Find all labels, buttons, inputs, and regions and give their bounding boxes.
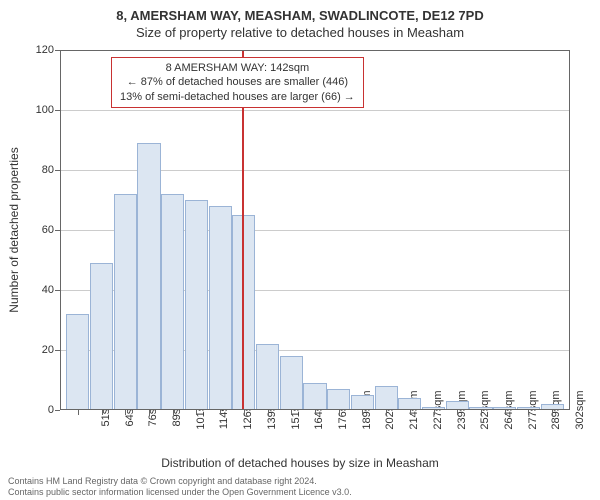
y-tick-label: 80	[42, 164, 60, 176]
y-tick-label: 60	[42, 224, 60, 236]
y-tick-label: 40	[42, 284, 60, 296]
y-tick-label: 120	[36, 44, 60, 56]
chart-border	[60, 50, 570, 410]
plot-area: 02040608010012051sqm64sqm76sqm89sqm101sq…	[60, 50, 570, 410]
footer-line1: Contains HM Land Registry data © Crown c…	[8, 476, 352, 486]
footer-attribution: Contains HM Land Registry data © Crown c…	[8, 476, 352, 497]
y-tick-label: 20	[42, 344, 60, 356]
y-tick-label: 0	[48, 404, 60, 416]
chart-title: 8, AMERSHAM WAY, MEASHAM, SWADLINCOTE, D…	[0, 0, 600, 23]
y-tick-label: 100	[36, 104, 60, 116]
footer-line2: Contains public sector information licen…	[8, 487, 352, 497]
y-axis-label: Number of detached properties	[7, 147, 21, 312]
chart-subtitle: Size of property relative to detached ho…	[0, 23, 600, 40]
chart-container: 8, AMERSHAM WAY, MEASHAM, SWADLINCOTE, D…	[0, 0, 600, 500]
x-axis-label: Distribution of detached houses by size …	[0, 456, 600, 470]
